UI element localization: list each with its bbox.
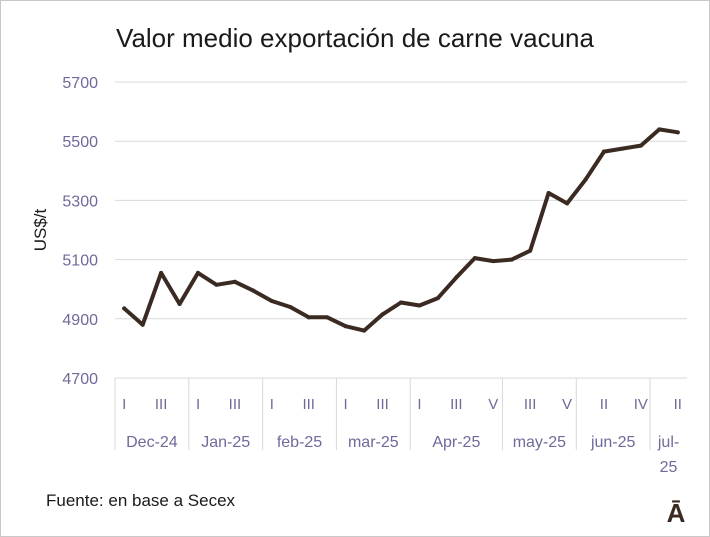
week-tick-label: I <box>270 396 274 413</box>
week-tick-label: I <box>122 396 126 413</box>
data-point <box>362 328 367 333</box>
data-point <box>140 322 145 327</box>
data-point <box>583 177 588 182</box>
week-tick-label: III <box>155 396 168 413</box>
month-tick-label: feb-25 <box>277 434 322 451</box>
month-tick-label: jul-25 <box>657 434 679 476</box>
data-point <box>122 306 127 311</box>
data-point <box>657 127 662 132</box>
series-group <box>122 127 680 333</box>
data-point <box>214 282 219 287</box>
week-tick-label: I <box>417 396 421 413</box>
series-line <box>122 127 680 333</box>
data-point <box>325 315 330 320</box>
data-point <box>232 279 237 284</box>
y-tick-label: 4700 <box>62 371 98 388</box>
data-point <box>288 304 293 309</box>
data-point <box>269 299 274 304</box>
week-tick-label: V <box>562 396 572 413</box>
data-point <box>601 149 606 154</box>
data-point <box>565 201 570 206</box>
data-point <box>159 270 164 275</box>
month-tick-label: Jan-25 <box>201 434 250 451</box>
brand-logo: Ā <box>667 498 686 528</box>
data-point <box>196 270 201 275</box>
source-note: Fuente: en base a Secex <box>46 491 236 510</box>
data-point <box>528 248 533 253</box>
data-point <box>546 191 551 195</box>
month-tick-label: mar-25 <box>348 434 399 451</box>
week-tick-label: III <box>302 396 315 413</box>
data-point <box>675 130 680 135</box>
y-axis-ticks: 5700 5500 5300 5100 4900 4700 <box>62 75 98 388</box>
data-point <box>491 259 496 264</box>
data-point <box>399 300 403 305</box>
y-tick-label: 4900 <box>62 312 98 329</box>
y-tick-label: 5500 <box>62 134 98 151</box>
data-point <box>251 288 256 293</box>
data-point <box>177 302 182 306</box>
data-point <box>472 256 477 261</box>
week-tick-label: III <box>376 396 389 413</box>
gridlines <box>115 81 687 379</box>
y-tick-label: 5300 <box>62 193 98 210</box>
data-point <box>417 303 422 308</box>
week-tick-label: II <box>674 396 682 413</box>
data-point <box>620 146 625 151</box>
data-point <box>435 296 440 301</box>
data-point <box>509 257 514 262</box>
week-tick-label: I <box>196 396 200 413</box>
week-tick-label: III <box>524 396 537 413</box>
month-tick-label: Apr-25 <box>432 434 480 451</box>
month-tick-label: jun-25 <box>590 434 636 451</box>
month-tick-label: may-25 <box>513 434 566 451</box>
y-axis-label: US$/t <box>31 208 50 251</box>
data-point <box>454 275 459 280</box>
data-point <box>638 143 643 148</box>
week-tick-label: III <box>450 396 463 413</box>
y-tick-label: 5700 <box>62 75 98 92</box>
data-point <box>343 324 348 329</box>
chart-title: Valor medio exportación de carne vacuna <box>116 23 594 53</box>
week-tick-label: II <box>600 396 608 413</box>
week-tick-label: IV <box>634 396 648 413</box>
week-tick-label: I <box>344 396 348 413</box>
data-point <box>306 315 311 320</box>
data-point <box>380 312 385 317</box>
y-tick-label: 5100 <box>62 253 98 270</box>
week-tick-label: III <box>229 396 242 413</box>
month-tick-label: Dec-24 <box>126 434 178 451</box>
week-tick-label: V <box>488 396 498 413</box>
